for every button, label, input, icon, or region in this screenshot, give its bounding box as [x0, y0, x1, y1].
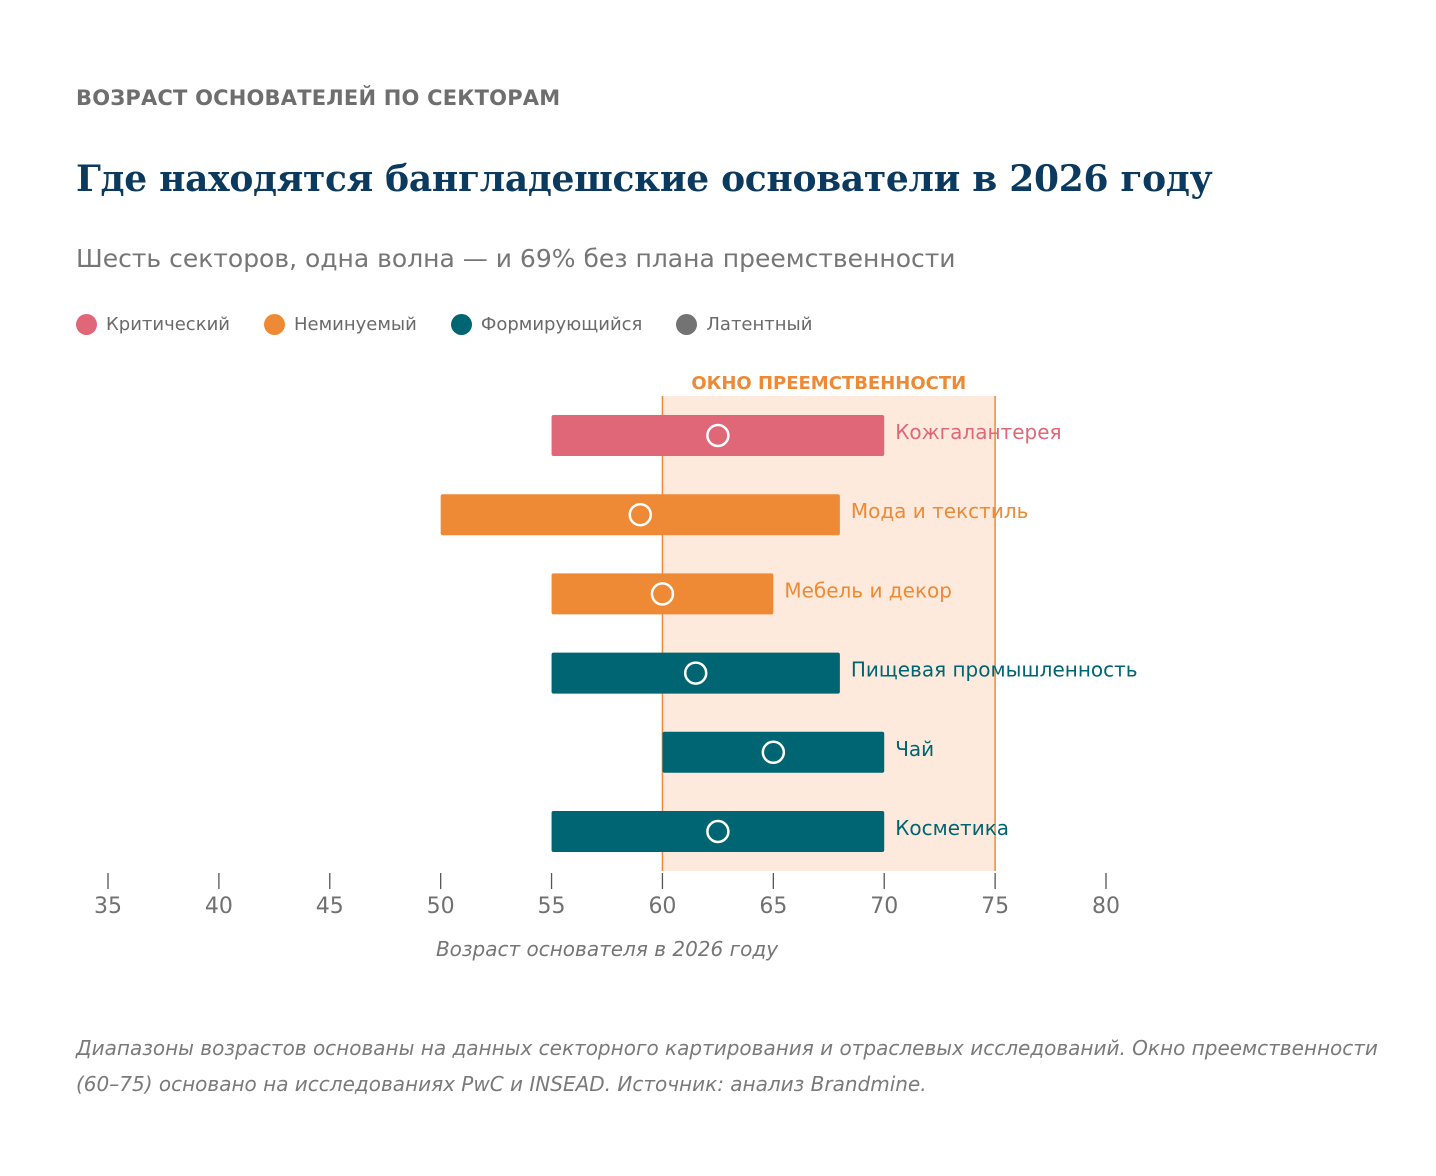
legend-label: Формирующийся: [480, 314, 643, 335]
range-bar: [551, 573, 774, 615]
range-bar-chart: ОКНО ПРЕЕМСТВЕННОСТИ Кожгалантерея Мода и …: [94, 373, 1138, 961]
x-tick-label: 70: [870, 894, 898, 919]
chart-title: Где находятся бангладешские основатели в…: [76, 158, 1213, 200]
legend-swatch-imminent: [263, 314, 285, 335]
median-marker: [683, 661, 708, 685]
x-tick-label: 50: [427, 894, 455, 919]
range-bar: [551, 811, 885, 852]
median-marker: [761, 740, 786, 765]
chart-kicker: ВОЗРАСТ ОСНОВАТЕЛЕЙ ПО СЕКТОРАМ: [76, 86, 561, 110]
range-bar: [551, 415, 885, 456]
legend-item-latent: Латентный: [676, 314, 812, 335]
range-bar: [551, 652, 840, 694]
x-tick-label: 80: [1092, 894, 1120, 919]
legend-swatch-latent: [676, 314, 698, 335]
sector-label: Чай: [895, 737, 934, 761]
median-marker: [706, 819, 730, 844]
legend-item-emerging: Формирующийся: [450, 314, 643, 335]
legend-swatch-emerging: [450, 314, 472, 335]
succession-window-label: ОКНО ПРЕЕМСТВЕННОСТИ: [691, 373, 966, 394]
sector-label: Мода и текстиль: [851, 499, 1029, 523]
sector-label: Косметика: [895, 816, 1009, 840]
sector-label: Мебель и декор: [784, 578, 952, 602]
median-marker: [706, 423, 730, 448]
x-tick-label: 40: [205, 894, 233, 919]
x-tick-label: 45: [316, 894, 344, 919]
x-tick-label: 75: [981, 894, 1009, 919]
legend: Критический Неминуемый Формирующийся Лат…: [76, 314, 846, 335]
median-marker: [628, 502, 653, 527]
median-marker: [650, 582, 675, 606]
x-tick-label: 35: [94, 894, 122, 919]
range-bar: [662, 731, 885, 773]
footnote-line: (60–75) основано на исследованиях PwC и …: [76, 1072, 927, 1096]
legend-item-critical: Критический: [76, 314, 230, 335]
x-tick-label: 55: [538, 894, 566, 919]
succession-window-band: [662, 396, 996, 871]
legend-item-imminent: Неминуемый: [263, 314, 417, 335]
sector-label: Пищевая промышленность: [851, 658, 1138, 682]
chart-subtitle: Шесть секторов, одна волна — и 69% без п…: [76, 244, 956, 273]
footnote: Диапазоны возрастов основаны на данных с…: [76, 1030, 1378, 1102]
sector-label: Кожгалантерея: [895, 420, 1061, 444]
x-axis-label: Возраст основателя в 2026 году: [436, 937, 779, 961]
legend-label: Критический: [106, 314, 230, 335]
range-bar: [440, 494, 840, 536]
legend-swatch-critical: [76, 314, 97, 335]
x-tick-label: 60: [648, 894, 676, 919]
x-tick-label: 65: [759, 894, 787, 919]
footnote-line: Диапазоны возрастов основаны на данных с…: [76, 1036, 1378, 1060]
legend-label: Неминуемый: [293, 314, 417, 335]
legend-label: Латентный: [706, 314, 813, 335]
